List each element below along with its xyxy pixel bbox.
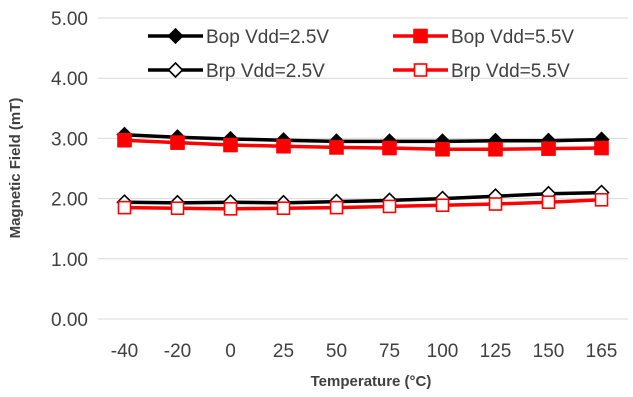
data-point <box>276 138 291 154</box>
legend-marker <box>167 61 184 79</box>
y-tick-label: 3.00 <box>51 129 88 150</box>
data-point <box>594 193 609 207</box>
y-tick-label: 4.00 <box>51 69 88 90</box>
x-tick-label: 150 <box>533 341 565 362</box>
series-line <box>124 190 602 205</box>
data-point <box>223 202 238 216</box>
data-point <box>488 197 503 211</box>
legend-item: Brp Vdd=5.5V <box>393 61 570 82</box>
x-tick-label: 75 <box>379 341 400 362</box>
legend-item: Bop Vdd=2.5V <box>148 27 329 48</box>
legend-item: Bop Vdd=5.5V <box>393 27 574 48</box>
series-line <box>124 133 602 144</box>
legend-item: Brp Vdd=2.5V <box>148 61 325 82</box>
legend-marker <box>413 28 428 44</box>
data-point <box>435 198 450 213</box>
y-tick-label: 0.00 <box>51 310 88 331</box>
data-point <box>117 200 132 215</box>
x-tick-label: -20 <box>164 341 191 362</box>
data-point <box>435 141 450 157</box>
data-point <box>170 135 185 150</box>
legend-marker <box>167 27 184 45</box>
x-tick-labels: -40 -20 0 25 50 75 100 125 150 165 <box>111 341 618 362</box>
y-tick-label: 5.00 <box>51 9 88 30</box>
data-point <box>382 199 397 214</box>
x-tick-label: 125 <box>480 341 512 362</box>
series-lines <box>116 126 610 216</box>
series-line <box>124 198 602 211</box>
data-point <box>223 137 238 153</box>
data-point <box>329 140 344 155</box>
data-point <box>541 141 556 156</box>
legend-label: Brp Vdd=5.5V <box>451 61 570 82</box>
y-tick-label: 1.00 <box>51 250 88 271</box>
series-2 <box>117 132 609 157</box>
legend: Bop Vdd=2.5V Bop Vdd=5.5V Brp Vdd=2.5V Brp … <box>148 27 574 82</box>
x-tick-label: 100 <box>427 341 459 362</box>
legend-label: Brp Vdd=2.5V <box>206 61 325 82</box>
y-tick-label: 2.00 <box>51 190 88 211</box>
x-tick-label: 50 <box>326 341 347 362</box>
series-4 <box>117 193 609 216</box>
data-point <box>276 201 291 216</box>
data-point <box>329 200 344 215</box>
y-tick-labels: 0.00 1.00 2.00 3.00 4.00 5.00 <box>51 9 88 331</box>
data-point <box>541 195 556 210</box>
data-point <box>170 201 185 216</box>
x-tick-label: 25 <box>273 341 294 362</box>
legend-marker <box>413 63 428 77</box>
legend-label: Bop Vdd=2.5V <box>206 27 329 48</box>
x-tick-label: -40 <box>111 341 138 362</box>
data-point <box>117 132 132 148</box>
x-tick-label: 0 <box>225 341 236 362</box>
x-axis-title: Temperature (°C) <box>311 373 432 390</box>
legend-label: Bop Vdd=5.5V <box>451 27 574 48</box>
x-tick-label: 165 <box>586 341 618 362</box>
data-point <box>488 141 503 157</box>
y-axis-title: Magnetic Field (mT) <box>7 98 24 239</box>
series-line <box>124 138 602 151</box>
data-point <box>382 140 397 156</box>
data-point <box>594 140 609 156</box>
